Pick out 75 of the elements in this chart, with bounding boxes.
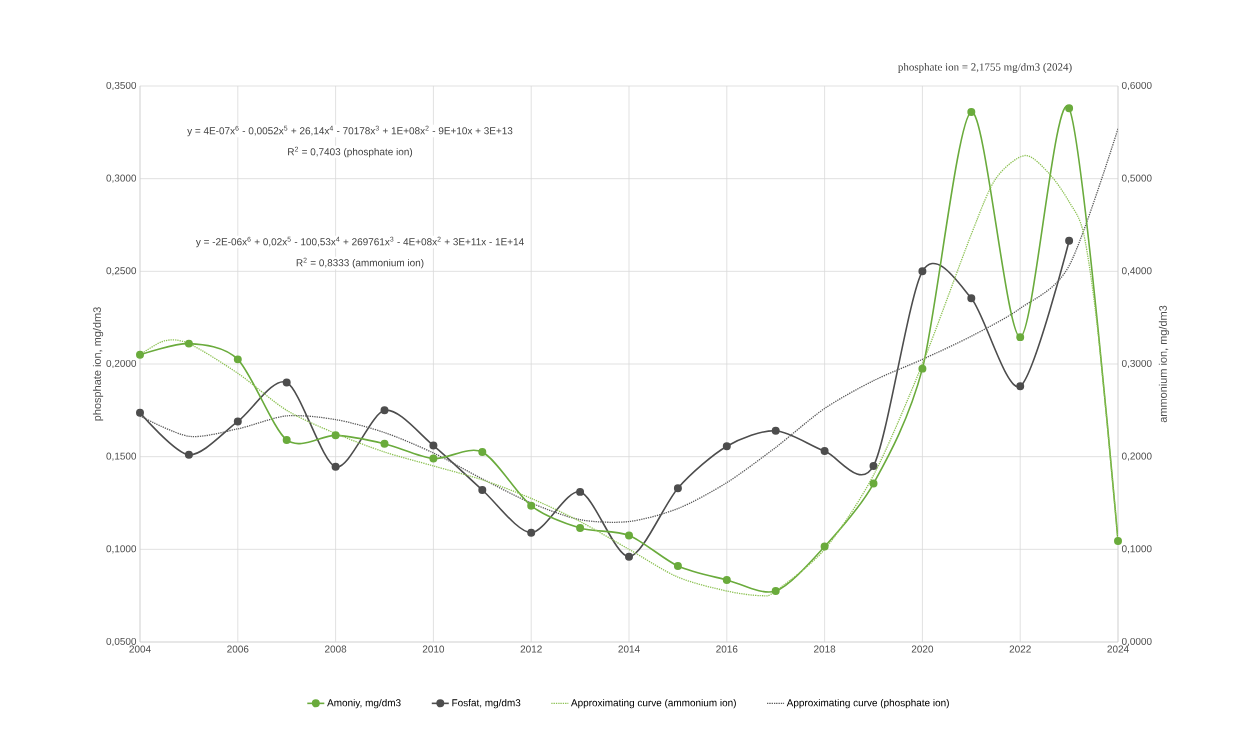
point — [673, 484, 682, 493]
point — [429, 441, 438, 450]
point — [184, 339, 193, 348]
point — [869, 479, 878, 488]
point — [331, 462, 340, 471]
x-tick-label: 2018 — [814, 645, 836, 653]
point — [918, 364, 927, 373]
y-tick-label: 0,3500 — [106, 81, 137, 91]
point — [233, 355, 242, 364]
point — [282, 436, 291, 444]
point — [771, 587, 780, 596]
point — [1114, 537, 1122, 545]
point — [722, 575, 731, 584]
point — [136, 408, 144, 417]
point — [673, 562, 682, 570]
point — [625, 531, 633, 540]
point — [771, 426, 780, 435]
point — [1065, 104, 1074, 113]
y2-tick-label: 0,1000 — [1121, 545, 1152, 554]
point — [967, 107, 976, 116]
point — [380, 406, 389, 415]
x-tick-label: 2020 — [911, 645, 934, 653]
text: phosphate ion = 2,1755 mg/dm3 (2024) — [898, 63, 1072, 73]
point — [527, 501, 536, 510]
x-tick-label: 2024 — [1107, 645, 1129, 653]
point — [527, 528, 536, 537]
y2-tick-label: 0,5000 — [1121, 174, 1152, 183]
point — [429, 454, 438, 463]
y2-tick-label: 0,4000 — [1121, 267, 1152, 276]
point — [1065, 236, 1074, 245]
point — [625, 552, 633, 561]
point — [1016, 382, 1025, 391]
x-tick-label: 2010 — [422, 645, 445, 653]
point — [136, 350, 144, 359]
point — [576, 524, 585, 533]
x-tick-label: 2016 — [716, 645, 738, 653]
x-tick-label: 2012 — [520, 645, 542, 653]
x-tick-label: 2006 — [227, 645, 249, 653]
text: y = 4E-07x$^{6}$ - 0,0052x$^{5}$ + 26,14x$^{4}$ - 70178x$^{3}$ + 1E+08x$^{2}$ - 9E+10x + 3E+13 — [187, 125, 513, 137]
point — [576, 487, 585, 496]
y-tick-label: 0,1500 — [106, 452, 137, 461]
text: y = -2E-06x$^{6}$ + 0,02x$^{5}$ - 100,53x$^{4}$ + 269761x$^{3}$ - 4E+08x$^{2}$ + 3E+11x - 1E+14 — [195, 236, 524, 248]
point — [478, 486, 487, 495]
point — [722, 442, 731, 451]
point — [820, 542, 829, 551]
legend-label: Approximating curve (phosphate ion) — [786, 699, 949, 709]
x-tick-label: 2022 — [1009, 645, 1031, 653]
legend-label: Approximating curve (ammonium ion) — [570, 699, 736, 709]
point — [184, 450, 193, 459]
y-tick-label: 0,2000 — [106, 359, 137, 369]
point — [869, 461, 878, 470]
y-tick-label: 0,1000 — [106, 545, 137, 554]
x-tick-label: 2008 — [325, 645, 347, 653]
point — [282, 378, 291, 387]
y-tick-label: 0,2500 — [106, 267, 137, 276]
point — [331, 431, 340, 440]
point — [820, 447, 829, 456]
point — [478, 448, 487, 457]
x-tick-label: 2014 — [618, 645, 640, 653]
y2-tick-label: 0,2000 — [1121, 452, 1152, 461]
annotation: R$^{2}$ = 0,8333 (ammonium ion) — [296, 257, 424, 269]
point — [1016, 333, 1025, 342]
point — [233, 417, 242, 426]
legend-label: Amoniy, mg/dm3 — [327, 699, 401, 709]
legend-label: Fosfat, mg/dm3 — [452, 699, 521, 709]
y-tick-label: 0,3000 — [106, 174, 137, 183]
y2-axis-title: ammonium ion, mg/dm3 — [1158, 305, 1170, 423]
point — [380, 439, 389, 448]
y-axis-title: phosphate ion, mg/dm3 — [92, 307, 104, 421]
point — [967, 294, 976, 303]
x-tick-label: 2004 — [129, 645, 151, 653]
point — [918, 267, 927, 276]
y2-tick-label: 0,3000 — [1121, 359, 1152, 369]
y2-tick-label: 0,6000 — [1121, 81, 1152, 91]
annotation: R$^{2}$ = 0,7403 (phosphate ion) — [288, 146, 413, 158]
